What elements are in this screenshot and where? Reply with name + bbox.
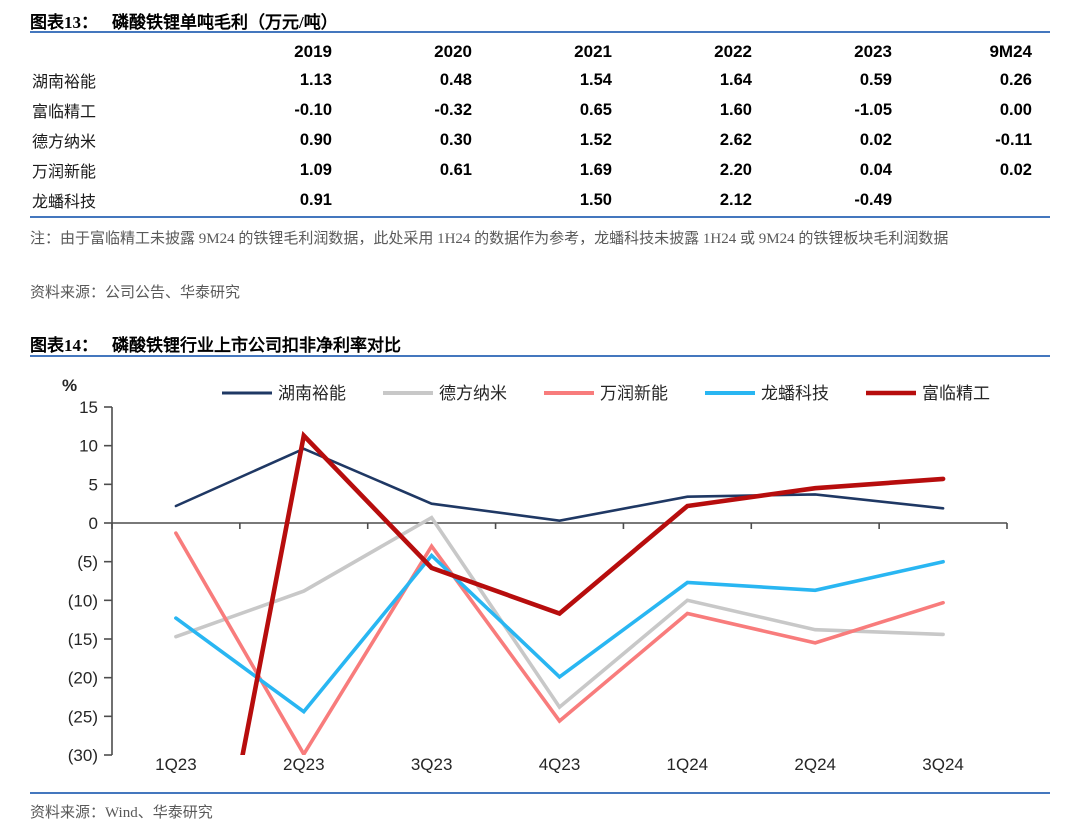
series-group (174, 430, 946, 755)
legend-item-德方纳米: 德方纳米 (383, 384, 507, 403)
legend-item-龙蟠科技: 龙蟠科技 (705, 384, 829, 403)
value-cell: 1.52 (579, 130, 612, 149)
value-cell: 0.91 (299, 190, 332, 209)
table-row-龙蟠科技: 龙蟠科技 0.91 1.50 2.12 -0.49 (30, 185, 1050, 215)
value-cell: 0.04 (859, 160, 892, 179)
x-tick-label: 2Q24 (794, 755, 836, 774)
figure14-title: 磷酸铁锂行业上市公司扣非净利率对比 (112, 336, 401, 355)
series-line-湖南裕能 (174, 447, 945, 523)
x-tick-label: 1Q23 (155, 755, 197, 774)
value-cell: 2.12 (719, 190, 752, 209)
year-header-2021: 2021 (574, 41, 612, 61)
figure13-note: 注：由于富临精工未披露 9M24 的铁锂毛利润数据，此处采用 1H24 的数据作… (30, 231, 949, 247)
year-header-2020: 2020 (434, 41, 472, 61)
value-cell (350, 185, 490, 215)
value-cell: -0.32 (434, 100, 472, 119)
legend-item-富临精工: 富临精工 (866, 384, 990, 403)
legend-label: 湖南裕能 (278, 384, 346, 403)
value-cell: 1.13 (299, 70, 332, 89)
table-row-万润新能: 万润新能 1.09 0.61 1.69 2.20 0.04 0.02 (30, 155, 1050, 185)
value-cell: 0.02 (999, 160, 1032, 179)
y-tick-label: (20) (68, 669, 98, 688)
figure14-heading: 图表14： 磷酸铁锂行业上市公司扣非净利率对比 (30, 331, 1050, 356)
value-cell: 0.61 (439, 160, 472, 179)
figure13-bottom-rule (30, 216, 1050, 218)
figure13-source: 资料来源：公司公告、华泰研究 (30, 285, 241, 301)
y-tick-label: 10 (79, 437, 98, 456)
x-tick-label: 2Q23 (283, 755, 325, 774)
x-tick-label: 4Q23 (539, 755, 581, 774)
legend-label: 龙蟠科技 (761, 384, 829, 403)
y-tick-label: 5 (89, 475, 98, 494)
year-header-2022: 2022 (714, 41, 752, 61)
value-cell: -1.05 (854, 100, 892, 119)
series-line-万润新能 (174, 531, 945, 755)
series-line-龙蟠科技 (174, 552, 945, 715)
figure14-top-rule (30, 355, 1050, 357)
y-tick-label: (25) (68, 707, 98, 726)
table-row-德方纳米: 德方纳米 0.90 0.30 1.52 2.62 0.02 -0.11 (30, 125, 1050, 155)
figure14-source: 资料来源：Wind、华泰研究 (30, 805, 213, 821)
year-header-9M24: 9M24 (989, 41, 1032, 61)
figure14-label: 图表14： (30, 336, 98, 355)
figure14-bottom-rule (30, 792, 1050, 794)
value-cell: 0.02 (859, 130, 892, 149)
value-cell: 0.59 (859, 70, 892, 89)
value-cell: 0.26 (999, 70, 1032, 89)
y-tick-label: (15) (68, 630, 98, 649)
figure13-heading: 图表13： 磷酸铁锂单吨毛利（万元/吨） (30, 8, 1050, 33)
legend-item-湖南裕能: 湖南裕能 (222, 384, 346, 403)
value-cell: 2.62 (719, 130, 752, 149)
chart-legend: 湖南裕能 德方纳米 万润新能 龙蟠科技 富临精工 (222, 384, 990, 403)
figure13-top-rule (30, 31, 1050, 33)
company-name-cell: 富临精工 (32, 104, 97, 121)
x-tick-label: 3Q23 (411, 755, 453, 774)
company-name-cell: 龙蟠科技 (32, 194, 97, 211)
company-name-cell: 湖南裕能 (32, 74, 97, 91)
year-header-2023: 2023 (854, 41, 892, 61)
value-cell: 1.69 (579, 160, 612, 179)
series-line-德方纳米 (174, 515, 945, 710)
x-tick-label: 1Q24 (667, 755, 709, 774)
value-cell: 2.20 (719, 160, 752, 179)
y-tick-label: 15 (79, 398, 98, 417)
table-row-富临精工: 富临精工 -0.10 -0.32 0.65 1.60 -1.05 0.00 (30, 95, 1050, 125)
legend-label: 富临精工 (922, 384, 990, 403)
company-name-cell: 万润新能 (32, 164, 97, 181)
x-tick-label: 3Q24 (922, 755, 964, 774)
legend-label: 德方纳米 (439, 384, 507, 403)
value-cell: 1.60 (719, 100, 752, 119)
value-cell: 1.50 (579, 190, 612, 209)
value-cell: 0.90 (299, 130, 332, 149)
value-cell: -0.49 (854, 190, 892, 209)
value-cell: 0.00 (999, 100, 1032, 119)
legend-item-万润新能: 万润新能 (544, 384, 668, 403)
figure13-title: 磷酸铁锂单吨毛利（万元/吨） (112, 13, 338, 32)
table-row-湖南裕能: 湖南裕能 1.13 0.48 1.54 1.64 0.59 0.26 (30, 65, 1050, 95)
value-cell: 1.64 (719, 70, 752, 89)
y-axis-unit-label: % (62, 376, 77, 395)
year-header-2019: 2019 (294, 41, 332, 61)
value-cell: 1.09 (299, 160, 332, 179)
value-cell: 0.48 (439, 70, 472, 89)
company-name-cell: 德方纳米 (32, 134, 97, 151)
value-cell: -0.11 (995, 130, 1032, 149)
value-cell: 0.65 (579, 100, 612, 119)
empty-corner-cell (30, 38, 210, 65)
figure13-label: 图表13： (30, 13, 98, 32)
y-tick-label: (10) (68, 591, 98, 610)
value-cell: -0.10 (294, 100, 332, 119)
value-cell (910, 185, 1050, 215)
y-tick-label: (30) (68, 746, 98, 765)
value-cell: 1.54 (579, 70, 612, 89)
y-tick-label: (5) (77, 553, 98, 572)
y-tick-label: 0 (89, 514, 98, 533)
series-line-富临精工 (240, 430, 946, 755)
legend-label: 万润新能 (600, 384, 668, 403)
table-header-row: 2019 2020 2021 2022 2023 9M24 (30, 38, 1050, 65)
gross-profit-table: 2019 2020 2021 2022 2023 9M24 湖南裕能 1.13 0.48 1.5… (30, 38, 1050, 215)
value-cell: 0.30 (439, 130, 472, 149)
net-margin-chart: %15 10 5 0 (5) (10) (15) (20) (25) (30) 1Q23 2Q23 3Q… (62, 376, 1008, 774)
